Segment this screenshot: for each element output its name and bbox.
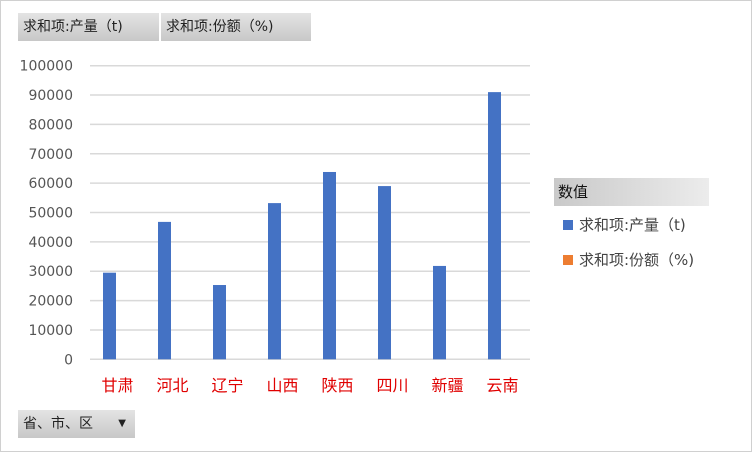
dropdown-arrow-icon: ▼ — [118, 418, 126, 429]
bar — [268, 203, 281, 360]
value-field-button-share[interactable]: 求和项:份额（%) — [161, 13, 311, 41]
legend-item-share[interactable]: 求和项:份额（%) — [563, 249, 694, 270]
bar — [378, 186, 391, 360]
legend-swatch-icon — [563, 254, 573, 265]
axis-field-label: 省、市、区 — [23, 416, 93, 432]
y-tick-label: 90000 — [28, 88, 73, 104]
x-tick-label: 新疆 — [431, 376, 463, 395]
y-tick-label: 60000 — [28, 176, 73, 192]
bar — [213, 285, 226, 360]
y-tick-label: 40000 — [28, 235, 73, 251]
legend-label: 求和项:份额（%) — [579, 251, 695, 269]
axis-field-dropdown[interactable]: 省、市、区 ▼ — [18, 410, 135, 438]
y-tick-label: 30000 — [28, 264, 73, 280]
bar — [158, 221, 171, 360]
x-tick-label: 山西 — [266, 376, 298, 395]
bar — [433, 265, 446, 360]
legend-item-production[interactable]: 求和项:产量（t) — [563, 214, 686, 235]
bar — [103, 272, 116, 360]
x-tick-label: 云南 — [486, 376, 518, 395]
bar — [488, 92, 501, 360]
x-tick-label: 陕西 — [321, 376, 353, 395]
y-tick-label: 10000 — [28, 323, 73, 339]
bar — [323, 171, 336, 360]
y-tick-label: 0 — [64, 352, 73, 368]
y-tick-label: 50000 — [28, 206, 73, 222]
x-tick-label: 辽宁 — [211, 376, 243, 395]
value-field-button-production[interactable]: 求和项:产量（t) — [18, 13, 159, 41]
y-tick-label: 20000 — [28, 294, 73, 310]
legend-label: 求和项:产量（t) — [579, 216, 686, 234]
x-tick-label: 河北 — [156, 376, 188, 395]
legend-title[interactable]: 数值 — [554, 178, 709, 206]
y-tick-label: 80000 — [28, 117, 73, 133]
plot-area: 0 10000 20000 30000 40000 50000 60000 70000 8000… — [20, 59, 530, 395]
x-tick-label: 四川 — [376, 376, 408, 395]
legend-swatch-icon — [563, 219, 573, 230]
y-tick-label: 70000 — [28, 147, 73, 163]
y-tick-label: 100000 — [20, 59, 73, 75]
x-tick-label: 甘肃 — [101, 376, 133, 395]
